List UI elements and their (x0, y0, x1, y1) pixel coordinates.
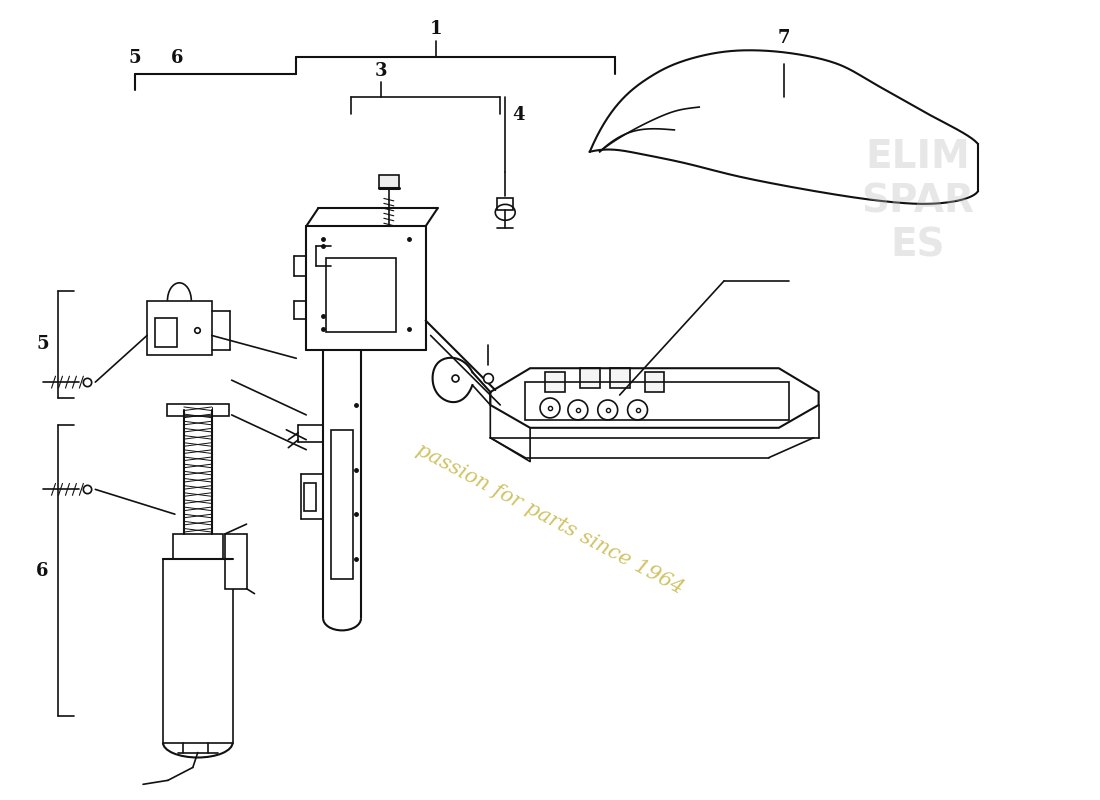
Bar (155, 318, 177, 347)
Bar (331, 430, 353, 578)
Bar (167, 404, 229, 416)
Bar (497, 198, 514, 210)
Bar (378, 174, 399, 189)
Bar (305, 483, 316, 511)
Bar (173, 534, 222, 559)
Text: 6: 6 (170, 50, 183, 67)
Text: 4: 4 (512, 106, 525, 124)
Bar (147, 301, 211, 355)
Bar (525, 382, 789, 420)
Text: 6: 6 (36, 562, 48, 580)
Bar (224, 534, 246, 589)
Text: 1: 1 (429, 19, 442, 38)
Text: passion for parts since 1964: passion for parts since 1964 (414, 440, 686, 598)
Bar (645, 372, 664, 392)
Text: 3: 3 (375, 62, 387, 80)
Bar (609, 368, 629, 388)
Text: 7: 7 (778, 30, 790, 47)
Text: 5: 5 (129, 50, 142, 67)
Text: ELIM
SPAR
ES: ELIM SPAR ES (861, 138, 975, 264)
Bar (163, 559, 232, 742)
Bar (580, 368, 600, 388)
Text: 5: 5 (36, 335, 48, 354)
Bar (326, 258, 396, 333)
Bar (544, 372, 565, 392)
